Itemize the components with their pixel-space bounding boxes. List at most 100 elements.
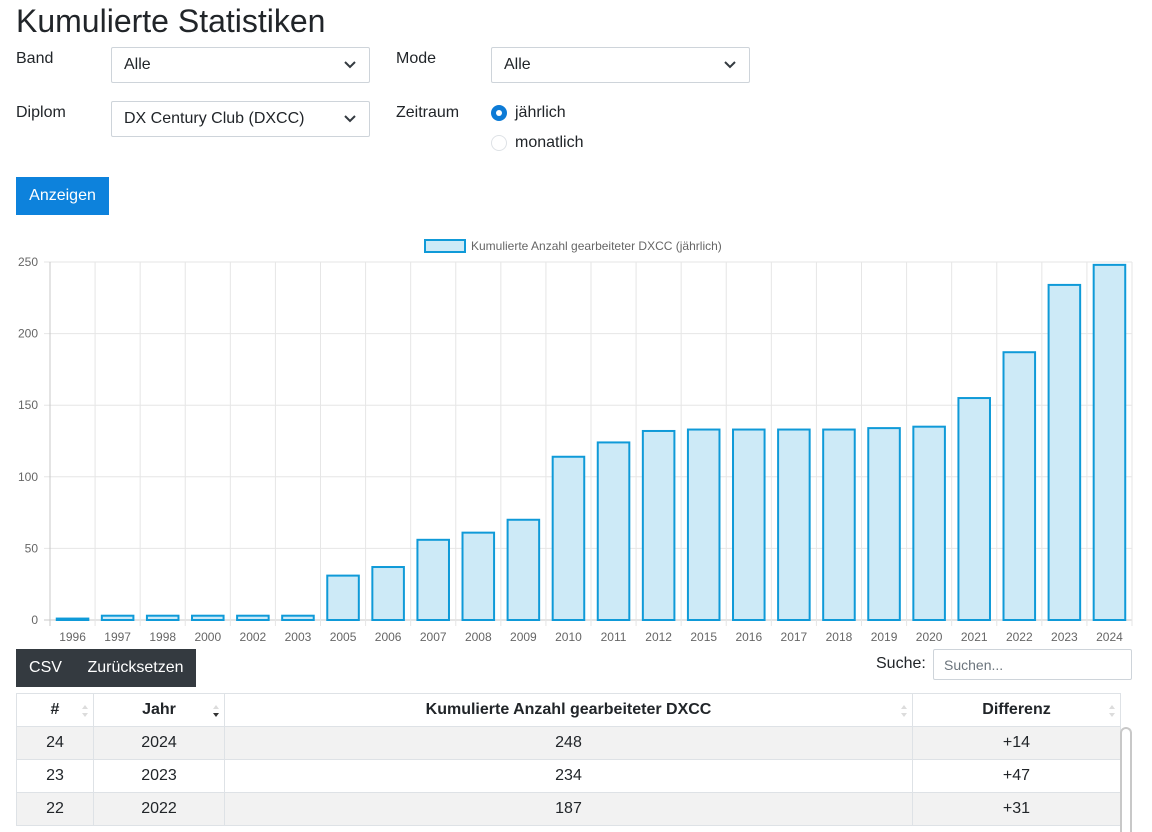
award-select[interactable]: DX Century Club (DXCC) <box>111 101 370 137</box>
bar <box>957 397 991 621</box>
y-tick-label: 250 <box>18 255 38 269</box>
bar <box>732 428 766 621</box>
x-tick-label: 2012 <box>645 630 672 644</box>
radio-checked-icon[interactable] <box>491 105 507 121</box>
bar <box>281 614 315 622</box>
sort-icon <box>1109 705 1115 717</box>
bar <box>145 614 180 622</box>
x-tick-label: 2017 <box>781 630 808 644</box>
cell-index: 24 <box>16 726 94 760</box>
cell-difference: +31 <box>912 792 1121 826</box>
cell-year: 2024 <box>93 726 225 760</box>
bar <box>371 566 405 621</box>
column-header-label: Jahr <box>142 701 176 718</box>
x-tick-label: 2006 <box>375 630 402 644</box>
x-tick-label: 2009 <box>510 630 537 644</box>
chevron-down-icon <box>344 61 356 69</box>
mode-select[interactable]: Alle <box>491 47 750 83</box>
x-tick-label: 2011 <box>601 630 627 644</box>
search-label: Suche: <box>876 655 926 672</box>
column-header-year[interactable]: Jahr <box>93 693 225 727</box>
x-tick-label: 2003 <box>285 630 312 644</box>
chevron-down-icon <box>724 61 736 69</box>
bar <box>641 429 676 621</box>
cell-difference: +47 <box>912 759 1121 793</box>
sort-icon <box>901 705 907 717</box>
award-label: Diplom <box>16 104 66 121</box>
show-button[interactable]: Anzeigen <box>16 177 109 215</box>
column-header-label: # <box>50 701 60 718</box>
bar <box>1002 351 1037 621</box>
table-scrollbar[interactable] <box>1120 727 1132 832</box>
bar <box>912 425 946 621</box>
y-tick-label: 0 <box>31 613 38 627</box>
bar <box>236 614 270 622</box>
radio-unchecked-icon[interactable] <box>491 135 507 151</box>
band-label: Band <box>16 50 54 67</box>
bar <box>822 428 856 621</box>
bar <box>551 455 586 621</box>
x-tick-label: 2002 <box>240 630 267 644</box>
csv-button[interactable]: CSV <box>16 649 75 687</box>
stats-table: # Jahr Kumulierte Anzahl gearbeiteter DX… <box>16 693 1121 826</box>
period-option-monthly[interactable]: monatlich <box>491 132 583 154</box>
x-tick-label: 2010 <box>555 630 582 644</box>
column-header-cumulative[interactable]: Kumulierte Anzahl gearbeiteter DXCC <box>224 693 913 727</box>
x-tick-label: 1996 <box>59 630 86 644</box>
column-header-difference[interactable]: Differenz <box>912 693 1121 727</box>
x-tick-label: 2008 <box>465 630 492 644</box>
period-option-label: monatlich <box>515 134 584 151</box>
bar <box>1047 283 1082 622</box>
cell-year: 2023 <box>93 759 225 793</box>
y-tick-label: 50 <box>25 541 39 555</box>
x-tick-label: 2018 <box>826 630 853 644</box>
bar <box>100 614 135 622</box>
band-select-value: Alle <box>124 56 151 73</box>
cumulative-bar-chart: 0 50 100 150 200 250 1996 1997 1998 2000 2002 2003 2… <box>18 239 1133 644</box>
period-option-label: jährlich <box>515 104 566 121</box>
bar <box>416 538 450 622</box>
y-tick-label: 100 <box>18 470 38 484</box>
table-row[interactable]: 22 2022 187 +31 <box>16 792 1121 826</box>
cell-index: 22 <box>16 792 94 826</box>
sort-desc-icon <box>213 705 219 717</box>
cell-cumulative: 187 <box>224 792 913 826</box>
x-tick-label: 2000 <box>194 630 221 644</box>
table-row[interactable]: 24 2024 248 +14 <box>16 726 1121 760</box>
x-tick-label: 2023 <box>1051 630 1078 644</box>
legend-label: Kumulierte Anzahl gearbeiteter DXCC (jäh… <box>471 239 722 253</box>
column-header-index[interactable]: # <box>16 693 94 727</box>
search-input[interactable] <box>933 649 1132 680</box>
table-header-row: # Jahr Kumulierte Anzahl gearbeiteter DX… <box>16 693 1121 727</box>
reset-button[interactable]: Zurücksetzen <box>75 649 196 687</box>
bar <box>1092 263 1127 621</box>
x-tick-label: 2019 <box>871 630 898 644</box>
legend-swatch <box>424 239 466 253</box>
x-tick-label: 2015 <box>690 630 717 644</box>
y-tick-label: 200 <box>18 327 38 341</box>
x-tick-label: 2005 <box>330 630 357 644</box>
bar <box>777 428 811 621</box>
bar <box>506 518 541 622</box>
bar <box>867 427 901 621</box>
period-label: Zeitraum <box>396 104 460 121</box>
column-header-label: Differenz <box>982 701 1051 718</box>
x-tick-label: 2022 <box>1006 630 1033 644</box>
chevron-down-icon <box>344 115 356 123</box>
bar <box>461 531 496 622</box>
x-tick-label: 1997 <box>104 630 131 644</box>
cell-cumulative: 234 <box>224 759 913 793</box>
band-select[interactable]: Alle <box>111 47 370 83</box>
x-tick-label: 2007 <box>420 630 447 644</box>
y-tick-label: 150 <box>18 398 38 412</box>
mode-select-value: Alle <box>504 56 531 73</box>
bar <box>191 614 225 622</box>
cell-cumulative: 248 <box>224 726 913 760</box>
column-header-label: Kumulierte Anzahl gearbeiteter DXCC <box>425 701 712 718</box>
x-tick-label: 1998 <box>149 630 176 644</box>
table-row[interactable]: 23 2023 234 +47 <box>16 759 1121 793</box>
bar <box>326 574 360 621</box>
mode-label: Mode <box>396 50 437 67</box>
bar <box>686 428 721 621</box>
period-option-yearly[interactable]: jährlich <box>491 102 566 124</box>
